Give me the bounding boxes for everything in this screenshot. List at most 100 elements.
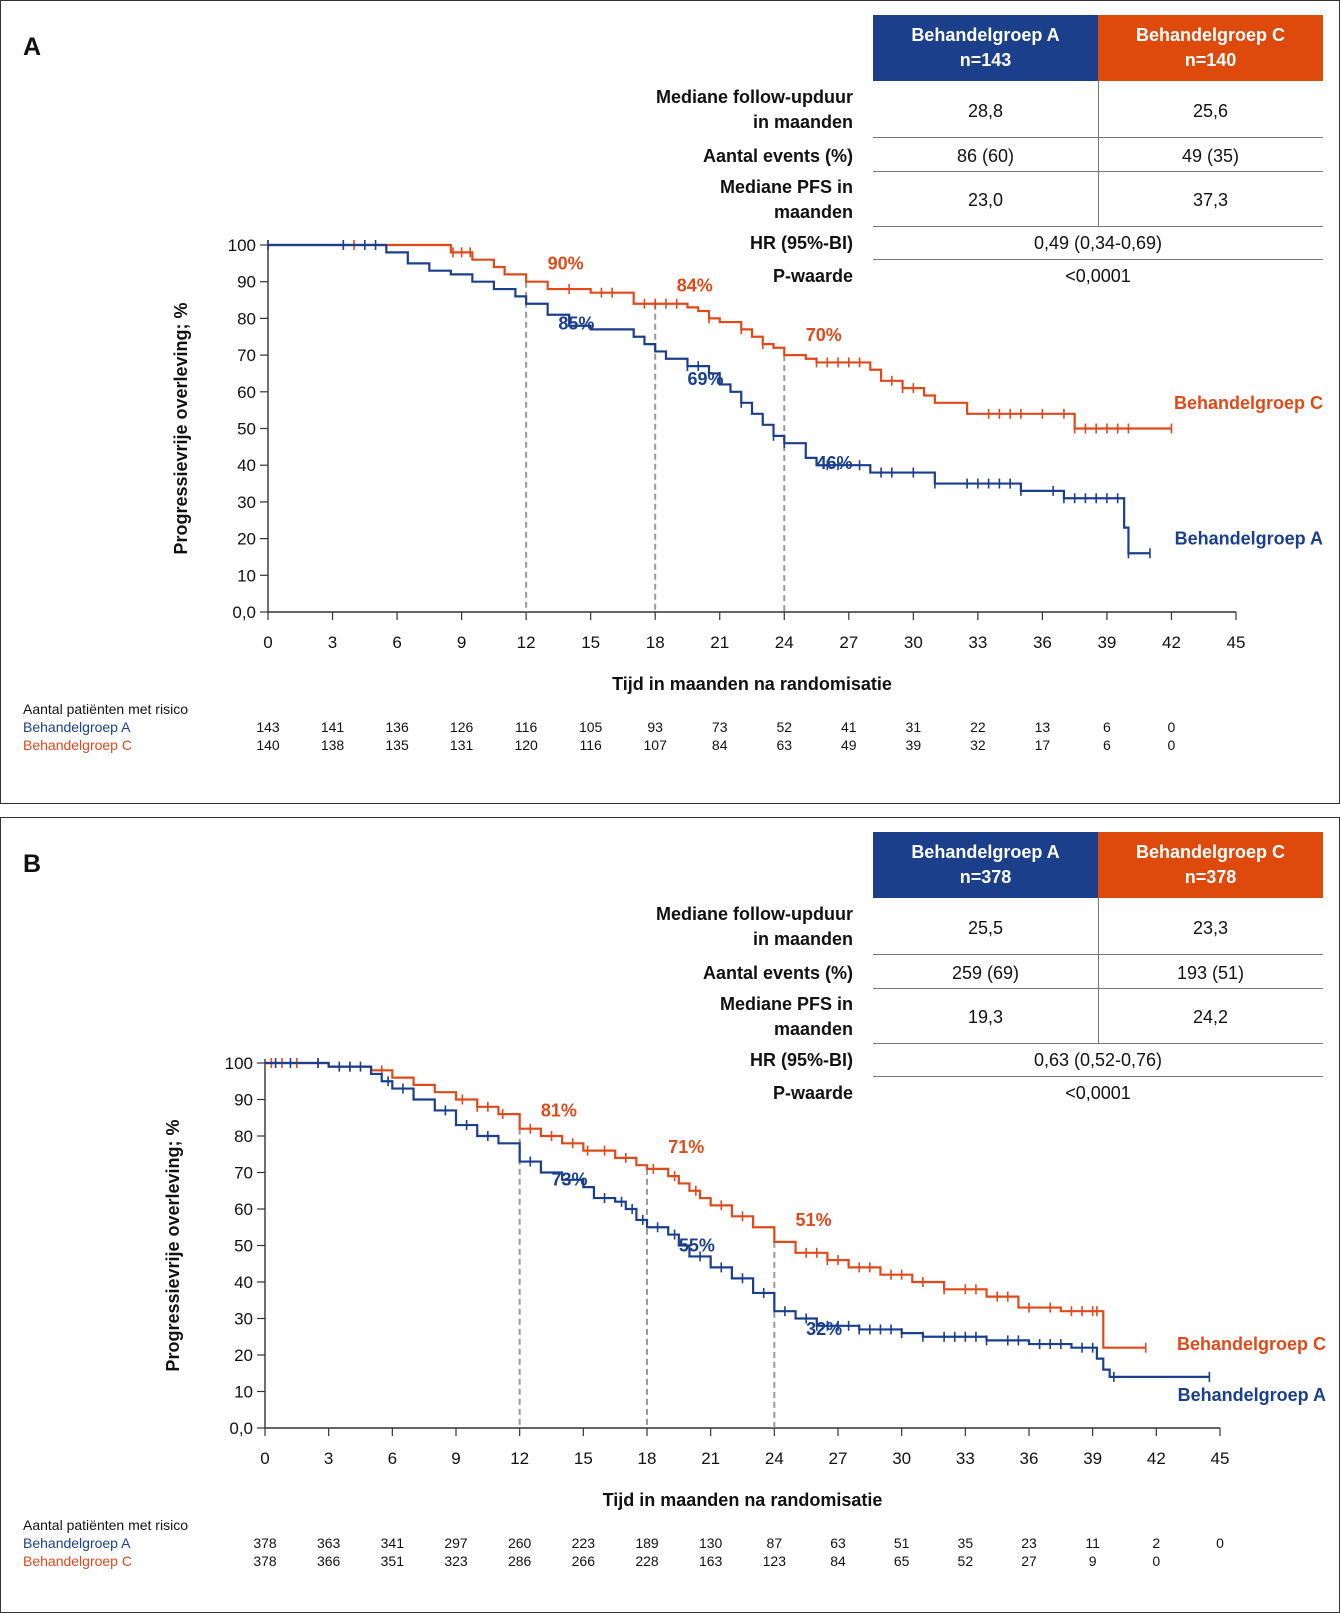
survival-label: 55% <box>679 1235 715 1255</box>
stat-p: <0,0001 <box>1065 1083 1131 1103</box>
y-tick-label: 10 <box>234 1383 253 1402</box>
y-tick-label: 40 <box>237 456 256 475</box>
stat-hr: 0,49 (0,34-0,69) <box>1033 233 1163 253</box>
risk-count-a: 41 <box>841 719 857 735</box>
risk-count-c: 228 <box>635 1553 659 1569</box>
stat-a-followup: 28,8 <box>967 101 1004 121</box>
y-tick-label: 100 <box>228 236 256 255</box>
y-tick-label: 30 <box>237 493 256 512</box>
risk-count-a: 141 <box>320 719 345 735</box>
header-group-a: Behandelgroep A n=378 <box>873 832 1098 898</box>
stat-label-events: Aantal events (%) <box>702 146 853 166</box>
y-tick-label: 10 <box>237 566 256 585</box>
risk-count-a: 6 <box>1103 719 1111 735</box>
x-tick-label: 30 <box>904 633 923 652</box>
x-tick-label: 3 <box>324 1449 333 1468</box>
survival-label: 71% <box>668 1137 704 1157</box>
risk-count-a: 126 <box>449 719 474 735</box>
risk-count-a: 35 <box>957 1535 974 1551</box>
series-end-label: Behandelgroep C <box>1174 393 1323 413</box>
stat-a-pfs: 19,3 <box>967 1007 1004 1027</box>
km-line-behandelgroep-c <box>265 1061 1146 1349</box>
x-tick-label: 21 <box>710 633 729 652</box>
x-tick-label: 39 <box>1083 1449 1102 1468</box>
x-tick-label: 36 <box>1020 1449 1039 1468</box>
survival-label: 90% <box>548 254 584 274</box>
risk-count-a: 23 <box>1021 1535 1037 1551</box>
stat-a-pfs: 23,0 <box>967 190 1004 210</box>
survival-label: 32% <box>806 1319 842 1339</box>
survival-label: 73% <box>552 1170 588 1190</box>
risk-count-a: 378 <box>253 1535 277 1551</box>
risk-count-c: 6 <box>1103 737 1111 753</box>
x-tick-label: 36 <box>1033 633 1052 652</box>
x-tick-label: 39 <box>1097 633 1116 652</box>
series-end-label: Behandelgroep A <box>1178 1385 1326 1405</box>
x-tick-label: 45 <box>1227 633 1246 652</box>
risk-count-a: 51 <box>893 1535 910 1551</box>
risk-label-c: Behandelgroep C <box>23 1553 132 1569</box>
survival-label: 70% <box>806 325 842 345</box>
risk-count-c: 0 <box>1152 1553 1161 1569</box>
x-tick-label: 9 <box>457 633 466 652</box>
risk-label-a: Behandelgroep A <box>23 719 131 735</box>
stat-label-events: Aantal events (%) <box>702 963 853 983</box>
x-tick-label: 0 <box>263 633 272 652</box>
risk-count-c: 378 <box>253 1553 277 1569</box>
risk-count-a: 136 <box>385 719 409 735</box>
y-tick-label: 30 <box>234 1310 253 1329</box>
risk-count-c: 107 <box>643 737 667 753</box>
risk-count-a: 0 <box>1167 719 1176 735</box>
stat-label-hr: HR (95%-BI) <box>749 233 853 253</box>
stat-c-events: 193 (51) <box>1176 963 1245 983</box>
header-group-a-name: Behandelgroep A <box>911 25 1060 45</box>
header-group-a-name: Behandelgroep A <box>911 842 1060 862</box>
y-tick-label: 50 <box>234 1237 253 1256</box>
x-tick-label: 12 <box>510 1449 529 1468</box>
risk-count-c: 65 <box>893 1553 910 1569</box>
risk-count-c: 27 <box>1021 1553 1037 1569</box>
header-group-c: Behandelgroep C n=140 <box>1098 15 1323 81</box>
stat-a-followup: 25,5 <box>967 918 1004 938</box>
risk-count-c: 39 <box>905 737 922 753</box>
table-rule <box>873 259 1323 260</box>
table-rule <box>873 226 1323 227</box>
stat-hr: 0,63 (0,52-0,76) <box>1033 1050 1163 1070</box>
km-line-behandelgroep-a <box>265 1061 1210 1378</box>
stat-c-pfs: 37,3 <box>1192 190 1229 210</box>
header-group-a-n: n=143 <box>959 50 1012 70</box>
x-tick-label: 27 <box>839 633 858 652</box>
y-axis-label: Progressievrije overleving; % <box>171 302 191 554</box>
survival-label: 84% <box>677 276 713 296</box>
risk-count-c: 286 <box>507 1553 532 1569</box>
risk-count-a: 189 <box>635 1535 659 1551</box>
risk-label-c: Behandelgroep C <box>23 737 132 753</box>
stat-c-pfs: 24,2 <box>1192 1007 1229 1027</box>
risk-title: Aantal patiënten met risico <box>23 1517 188 1533</box>
panel-a: A Behandelgroep A n=143 Behandelgroep C … <box>0 0 1340 804</box>
y-tick-label: 70 <box>237 346 256 365</box>
risk-count-c: 17 <box>1034 737 1051 753</box>
x-tick-label: 6 <box>388 1449 397 1468</box>
risk-count-a: 130 <box>698 1535 723 1551</box>
risk-count-c: 116 <box>579 737 602 753</box>
risk-count-c: 140 <box>256 737 280 753</box>
risk-count-a: 52 <box>776 719 793 735</box>
risk-count-c: 49 <box>841 737 857 753</box>
x-tick-label: 9 <box>451 1449 460 1468</box>
stat-label-line: Mediane follow-upduur <box>656 904 853 924</box>
risk-count-a: 0 <box>1216 1535 1224 1551</box>
risk-count-c: 266 <box>571 1553 595 1569</box>
stat-label-followup: Mediane follow-upduur in maanden <box>656 902 853 952</box>
y-tick-label: 70 <box>234 1164 253 1183</box>
risk-label-a: Behandelgroep A <box>23 1535 131 1551</box>
risk-count-a: 13 <box>1034 719 1051 735</box>
table-divider <box>1098 898 1099 1043</box>
panel-letter: B <box>23 850 42 878</box>
stat-label-pfs: Mediane PFS in maanden <box>720 175 853 225</box>
stat-a-events: 86 (60) <box>956 146 1015 166</box>
header-group-c-name: Behandelgroep C <box>1135 25 1286 45</box>
risk-count-a: 63 <box>830 1535 846 1551</box>
stat-label-line: Mediane PFS in <box>719 177 853 197</box>
